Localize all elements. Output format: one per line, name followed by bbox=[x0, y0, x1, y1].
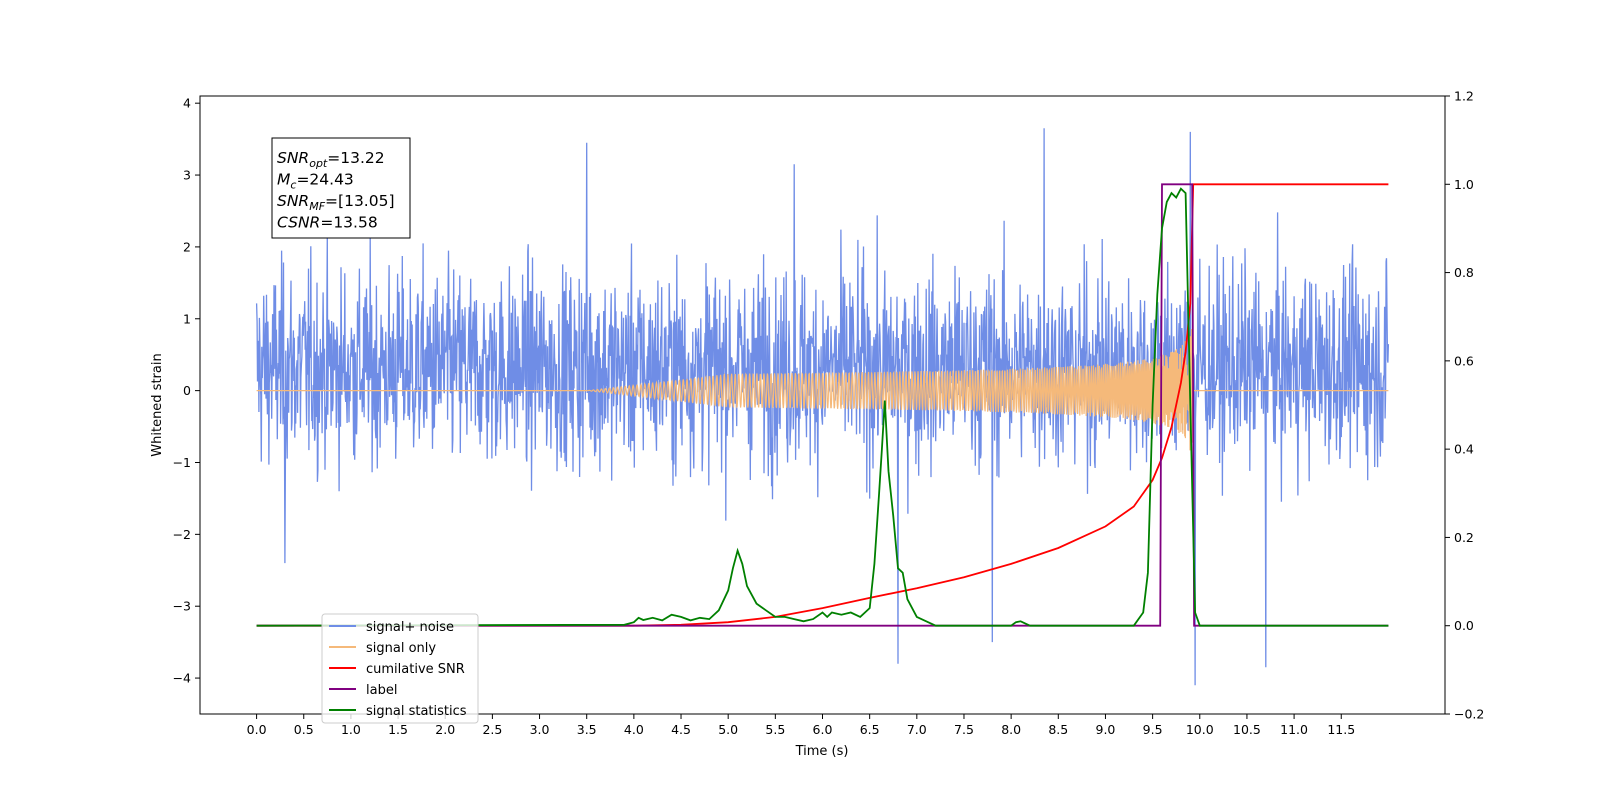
series-signal-only-line bbox=[256, 320, 1389, 451]
annotation-line: SNRMF=[13.05] bbox=[277, 192, 395, 213]
x-tick-label: 7.0 bbox=[907, 722, 927, 737]
y-right-tick-label: 0.4 bbox=[1454, 442, 1474, 457]
x-tick-label: 6.5 bbox=[860, 722, 880, 737]
x-tick-label: 5.5 bbox=[765, 722, 785, 737]
x-tick-label: 3.0 bbox=[530, 722, 550, 737]
x-tick-label: 8.0 bbox=[1001, 722, 1021, 737]
x-tick-label: 0.0 bbox=[247, 722, 267, 737]
x-tick-label: 11.5 bbox=[1327, 722, 1355, 737]
y-left-tick-label: 2 bbox=[183, 239, 191, 254]
y-right-tick-label: 0.0 bbox=[1454, 618, 1474, 633]
y-right-tick-label: 0.6 bbox=[1454, 353, 1474, 368]
y-left-tick-label: 3 bbox=[183, 168, 191, 183]
y-left-tick-label: −4 bbox=[173, 671, 191, 686]
y-axis-right: −0.2 0.0 0.2 0.4 0.6 0.8 1.0 1.2 bbox=[1445, 89, 1484, 722]
x-tick-label: 1.5 bbox=[388, 722, 408, 737]
x-tick-label: 2.0 bbox=[435, 722, 455, 737]
legend: signal+ noise signal only cumilative SNR la… bbox=[321, 613, 479, 724]
y-left-tick-label: 0 bbox=[183, 383, 191, 398]
y-left-tick-label: 4 bbox=[183, 96, 191, 111]
legend-label: signal statistics bbox=[366, 704, 467, 719]
x-tick-label: 5.0 bbox=[718, 722, 738, 737]
y-left-tick-label: −3 bbox=[173, 599, 191, 614]
x-tick-label: 8.5 bbox=[1048, 722, 1068, 737]
y-axis-left: −4 −3 −2 −1 0 1 2 3 4 bbox=[173, 96, 200, 686]
x-tick-label: 11.0 bbox=[1280, 722, 1308, 737]
y-right-tick-label: 0.2 bbox=[1454, 530, 1474, 545]
x-tick-label: 4.0 bbox=[624, 722, 644, 737]
legend-label: label bbox=[366, 683, 397, 698]
x-tick-label: 9.5 bbox=[1143, 722, 1163, 737]
annotation-line: CSNR=13.58 bbox=[277, 214, 378, 232]
x-axis-label: Time (s) bbox=[795, 744, 849, 759]
y-left-tick-label: −2 bbox=[173, 527, 191, 542]
legend-label: signal only bbox=[366, 641, 436, 656]
annotation-line: Mc=24.43 bbox=[277, 171, 354, 192]
x-tick-label: 3.5 bbox=[577, 722, 597, 737]
x-tick-label: 4.5 bbox=[671, 722, 691, 737]
y-left-tick-label: 1 bbox=[183, 311, 191, 326]
x-axis: 0.0 0.5 1.0 1.5 2.0 2.5 3.0 3.5 4.0 4.5 5.0 5.5 6.0 6… bbox=[247, 714, 1355, 737]
annotation-line: SNRopt=13.22 bbox=[277, 149, 385, 170]
legend-label: signal+ noise bbox=[366, 620, 454, 635]
x-tick-label: 9.0 bbox=[1096, 722, 1116, 737]
x-tick-label: 1.0 bbox=[341, 722, 361, 737]
y-left-tick-label: −1 bbox=[173, 455, 191, 470]
annotation-box: SNRopt=13.22Mc=24.43SNRMF=[13.05]CSNR=13… bbox=[271, 137, 411, 239]
y-axis-label-left: Whitened strain bbox=[150, 353, 165, 456]
y-right-tick-label: −0.2 bbox=[1454, 707, 1484, 722]
y-right-tick-label: 1.0 bbox=[1454, 177, 1474, 192]
x-tick-label: 6.0 bbox=[813, 722, 833, 737]
series-layer bbox=[255, 128, 1390, 686]
series-signal-statistics-line bbox=[256, 187, 1389, 627]
y-right-tick-label: 1.2 bbox=[1454, 89, 1474, 104]
x-tick-label: 7.5 bbox=[954, 722, 974, 737]
x-tick-label: 2.5 bbox=[482, 722, 502, 737]
x-tick-label: 10.5 bbox=[1233, 722, 1261, 737]
series-signal-noise-line bbox=[255, 128, 1390, 686]
y-right-tick-label: 0.8 bbox=[1454, 265, 1474, 280]
x-tick-label: 10.0 bbox=[1186, 722, 1214, 737]
x-tick-label: 0.5 bbox=[294, 722, 314, 737]
legend-label: cumilative SNR bbox=[366, 662, 465, 677]
